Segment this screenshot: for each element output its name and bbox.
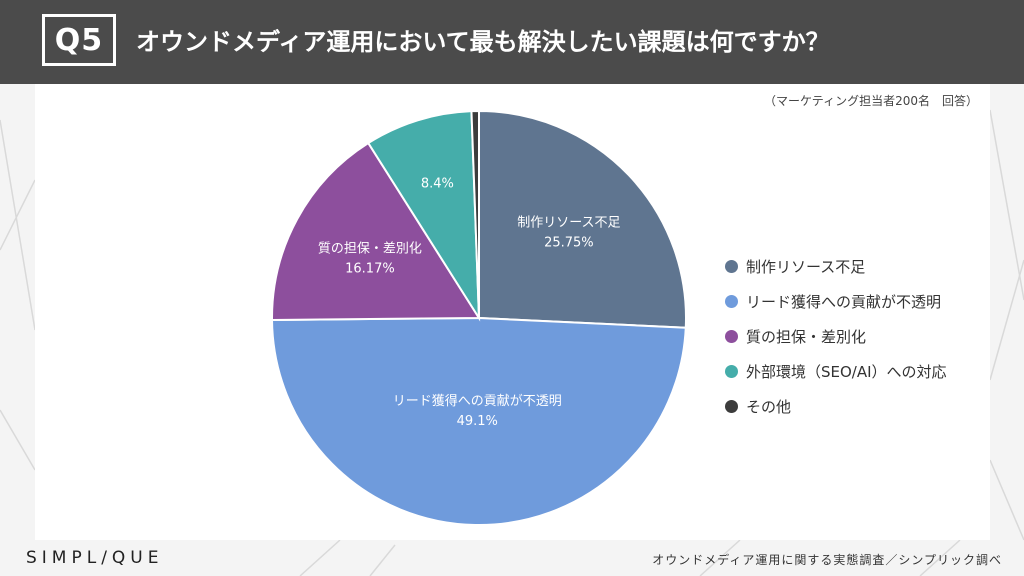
legend-swatch-1 [725,260,738,273]
chart-legend: 制作リソース不足リード獲得への貢献が不透明 質の担保・差別化外部環境（SEO/AI… [725,249,947,424]
legend-item-4: 外部環境（SEO/AI）への対応 [725,354,947,389]
pie-slice-5 [470,109,480,319]
legend-item-1: 制作リソース不足 [725,249,947,284]
legend-swatch-2 [725,295,738,308]
respondent-note: （マーケティング担当者200名 回答） [764,94,978,108]
slice-value-label-4: 8.4% [421,177,454,192]
question-number-badge: Q5 [42,14,116,66]
legend-item-5: その他 [725,389,947,424]
legend-label-1: 制作リソース不足 [746,258,866,276]
question-title: オウンドメディア運用において最も解決したい課題は何ですか？ [136,28,830,56]
brand-logo: SIMPL/QUE [26,548,164,568]
slice-category-label-3: 質の担保・差別化 [318,242,422,257]
slice-category-label-1: 制作リソース不足 [517,215,620,230]
legend-label-5: その他 [746,398,792,416]
chart-panel: （マーケティング担当者200名 回答） 制作リソース不足 25.75% リード獲得へ… [35,84,990,540]
legend-swatch-5 [725,400,738,413]
legend-item-2: リード獲得への貢献が不透明 [725,284,947,319]
slice-value-label-1: 25.75% [544,235,594,250]
slice-category-label-2: リード獲得への貢献が不透明 [393,393,562,409]
pie-slice-3 [271,141,481,321]
legend-item-3: 質の担保・差別化 [725,319,947,354]
legend-label-2: リード獲得への貢献が不透明 [746,293,942,311]
legend-swatch-3 [725,330,738,343]
pie-slice-2 [270,316,687,526]
legend-swatch-4 [725,365,738,378]
slice-value-label-3: 16.17% [345,262,395,277]
source-caption: オウンドメディア運用に関する実態調査／シンプリック調べ [652,553,1002,567]
header-bar: Q5 オウンドメディア運用において最も解決したい課題は何ですか？ [0,0,1024,84]
pie-chart: 制作リソース不足 25.75% リード獲得への貢献が不透明 49.1% 質の担保・差別化… [270,109,687,526]
legend-label-4: 外部環境（SEO/AI）への対応 [746,363,947,381]
legend-label-3: 質の担保・差別化 [746,328,867,346]
pie-slice-4 [366,110,481,322]
slice-value-label-2: 49.1% [457,414,498,429]
pie-slice-1 [478,109,687,329]
